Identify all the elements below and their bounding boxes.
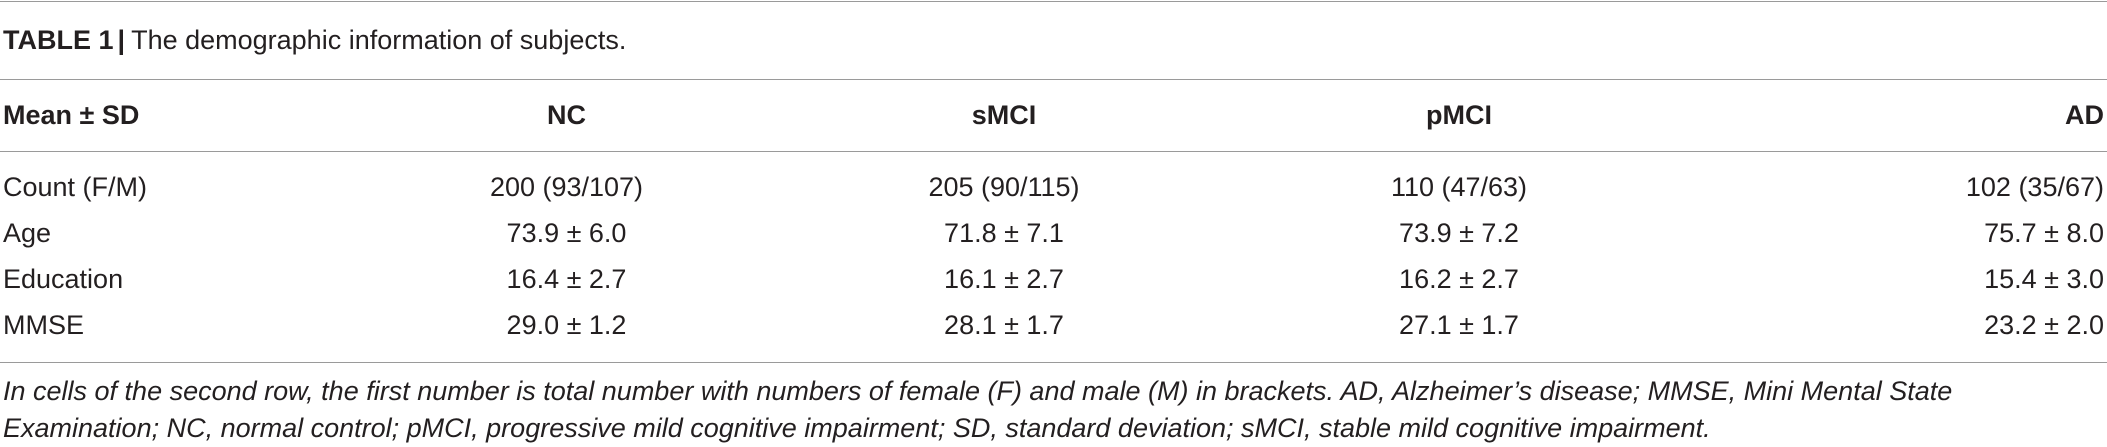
table-cell: 73.9 ± 7.2	[1399, 217, 1519, 248]
table-cell: 200 (93/107)	[489, 171, 644, 202]
table-row: Age 73.9 ± 6.0 71.8 ± 7.1 73.9 ± 7.2 75.…	[0, 210, 2107, 256]
footnote-line-2: Examination; NC, normal control; pMCI, p…	[3, 413, 1711, 443]
table-cell: 71.8 ± 7.1	[944, 217, 1064, 248]
table-cell: 75.7 ± 8.0	[1984, 217, 2104, 248]
table-cell: 16.1 ± 2.7	[944, 263, 1064, 294]
table-cell: 102 (35/67)	[1965, 171, 2104, 202]
caption-separator: |	[117, 25, 126, 55]
top-rule	[0, 1, 2107, 2]
table-cell: 27.1 ± 1.7	[1399, 309, 1519, 340]
table-cell: 110 (47/63)	[1390, 171, 1528, 202]
table-cell: 16.4 ± 2.7	[506, 263, 627, 294]
header-cell-ad: AD	[2065, 99, 2104, 130]
table-row: Education 16.4 ± 2.7 16.1 ± 2.7 16.2 ± 2…	[0, 256, 2107, 302]
row-label: Education	[3, 263, 124, 294]
table-bottom-rule	[0, 362, 2107, 363]
header-cell-smci: sMCI	[971, 99, 1037, 130]
row-label: MMSE	[3, 309, 84, 340]
row-label: Count (F/M)	[3, 171, 148, 202]
table-row: Count (F/M) 200 (93/107) 205 (90/115) 11…	[0, 138, 2107, 210]
table-cell: 29.0 ± 1.2	[506, 309, 627, 340]
caption-text: The demographic information of subjects.	[131, 25, 627, 55]
table-cell: 23.2 ± 2.0	[1984, 309, 2104, 340]
row-label: Age	[3, 217, 52, 248]
table-label: TABLE 1	[3, 25, 114, 55]
table-cell: 28.1 ± 1.7	[944, 309, 1064, 340]
table-cell: 205 (90/115)	[928, 171, 1080, 202]
footnote-line-1: In cells of the second row, the first nu…	[3, 376, 1953, 406]
header-cell-measure: Mean ± SD	[3, 99, 140, 130]
header-bottom-rule	[0, 151, 2107, 152]
table-row: MMSE 29.0 ± 1.2 28.1 ± 1.7 27.1 ± 1.7 23…	[0, 302, 2107, 348]
header-cell-pmci: pMCI	[1426, 99, 1492, 130]
table-caption: TABLE 1 | The demographic information of s…	[3, 20, 626, 60]
header-top-rule	[0, 79, 2107, 80]
demographics-table: Mean ± SD NC sMCI pMCI AD Count (F/M) 20…	[0, 92, 2107, 348]
table-cell: 73.9 ± 6.0	[506, 217, 627, 248]
header-cell-nc: NC	[547, 99, 586, 130]
header-row: Mean ± SD NC sMCI pMCI AD	[0, 92, 2107, 138]
table-cell: 15.4 ± 3.0	[1984, 263, 2104, 294]
table-footnote: In cells of the second row, the first nu…	[3, 373, 2103, 447]
table-cell: 16.2 ± 2.7	[1399, 263, 1519, 294]
